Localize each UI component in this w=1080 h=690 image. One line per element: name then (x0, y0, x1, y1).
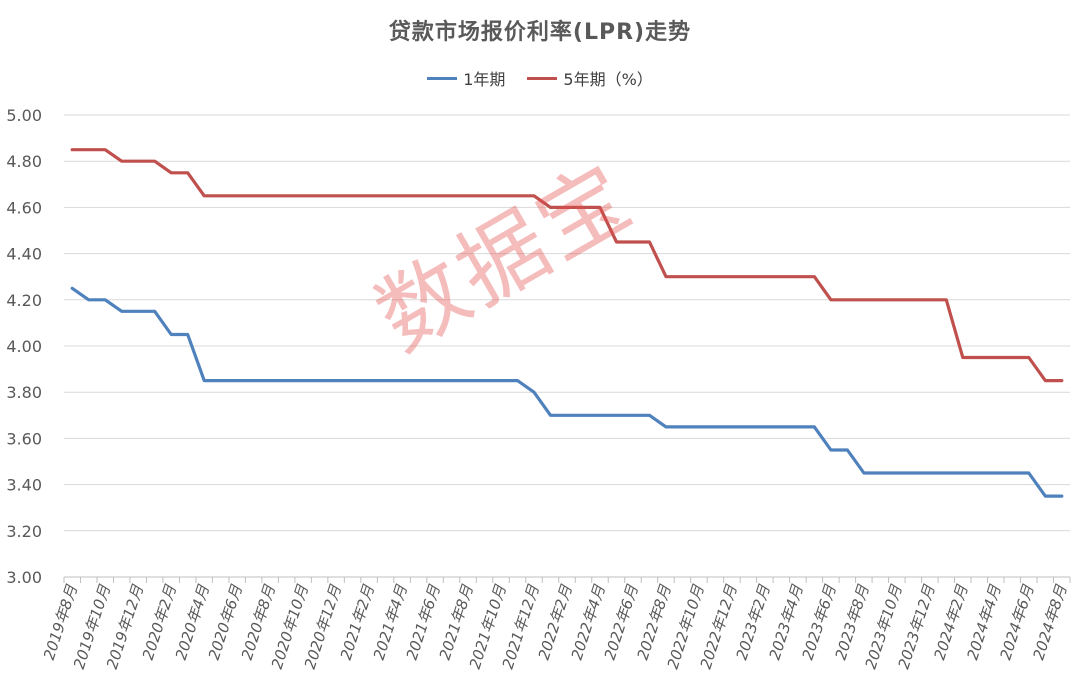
y-tick-label: 3.00 (6, 568, 42, 587)
legend-swatch-1y (427, 76, 458, 80)
legend-item-5y: 5年期（%） (527, 66, 653, 90)
chart-title: 贷款市场报价利率(LPR)走势 (388, 20, 692, 45)
y-tick-label: 4.40 (6, 245, 42, 264)
y-tick-label: 4.20 (6, 291, 42, 310)
y-tick-label: 3.20 (6, 522, 42, 541)
legend-swatch-5y (527, 76, 558, 80)
legend-item-1y: 1年期 (427, 66, 505, 90)
y-tick-label: 4.00 (6, 337, 42, 356)
y-tick-label: 5.00 (6, 106, 42, 125)
y-tick-label: 3.40 (6, 476, 42, 495)
legend-label-5y: 5年期（%） (563, 70, 653, 89)
y-tick-label: 4.60 (6, 198, 42, 217)
series-line-1y (70, 286, 1064, 498)
y-tick-label: 3.80 (6, 383, 42, 402)
legend: 1年期 5年期（%） (0, 66, 1080, 90)
y-tick-label: 4.80 (6, 152, 42, 171)
legend-label-1y: 1年期 (463, 70, 506, 89)
series-line-5y (70, 148, 1064, 383)
y-tick-label: 3.60 (6, 429, 42, 448)
